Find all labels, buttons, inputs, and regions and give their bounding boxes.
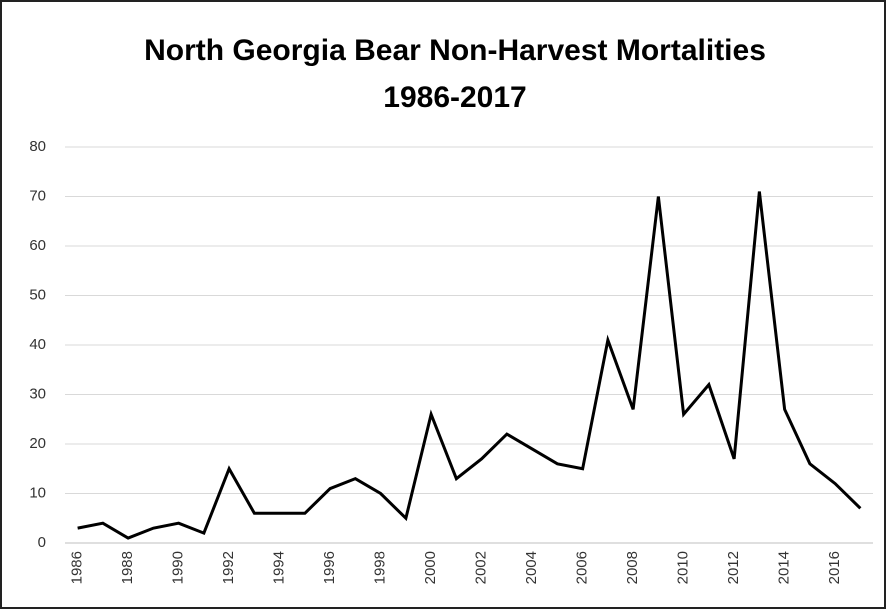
x-tick-label: 1998 xyxy=(372,551,389,584)
y-tick-label: 40 xyxy=(29,336,46,353)
x-tick-label: 1992 xyxy=(220,551,237,584)
x-tick-label: 1988 xyxy=(119,551,136,584)
y-tick-label: 70 xyxy=(29,187,46,204)
y-tick-label: 60 xyxy=(29,237,46,254)
y-tick-label: 20 xyxy=(29,435,46,452)
x-tick-label: 1986 xyxy=(69,551,86,584)
chart-title: 1986-2017 xyxy=(383,81,526,114)
y-tick-label: 50 xyxy=(29,286,46,303)
x-tick-label: 2012 xyxy=(725,551,742,584)
x-tick-label: 2004 xyxy=(523,551,540,584)
line xyxy=(77,191,862,540)
y-tick-label: 80 xyxy=(29,138,46,155)
y-tick-label: 30 xyxy=(29,385,46,402)
x-tick-label: 2008 xyxy=(624,551,641,584)
y-tick-label: 0 xyxy=(38,534,46,551)
y-tick-label: 10 xyxy=(29,484,46,501)
x-tick-label: 2006 xyxy=(574,551,591,584)
x-tick-label: 2016 xyxy=(826,551,843,584)
x-tick-label: 1990 xyxy=(170,551,187,584)
x-tick-label: 2014 xyxy=(776,551,793,584)
x-tick-label: 2010 xyxy=(675,551,692,584)
x-tick-label: 2002 xyxy=(473,551,490,584)
x-tick-label: 2000 xyxy=(422,551,439,584)
x-tick-label: 1996 xyxy=(321,551,338,584)
chart-title: North Georgia Bear Non-Harvest Mortaliti… xyxy=(144,34,766,67)
x-tick-label: 1994 xyxy=(271,551,288,584)
